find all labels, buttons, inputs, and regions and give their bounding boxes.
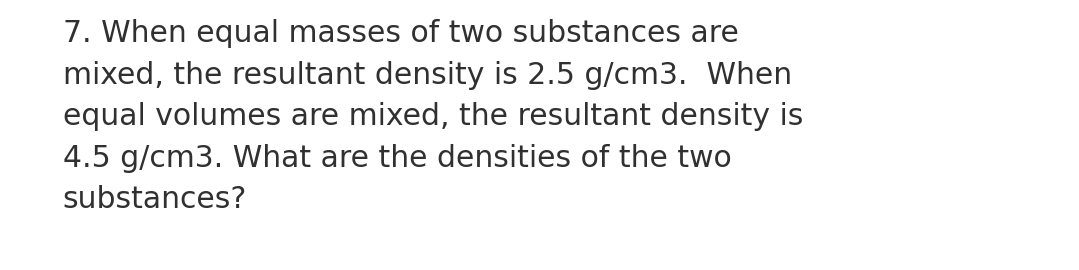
Text: 7. When equal masses of two substances are
mixed, the resultant density is 2.5 g: 7. When equal masses of two substances a…: [63, 19, 803, 214]
